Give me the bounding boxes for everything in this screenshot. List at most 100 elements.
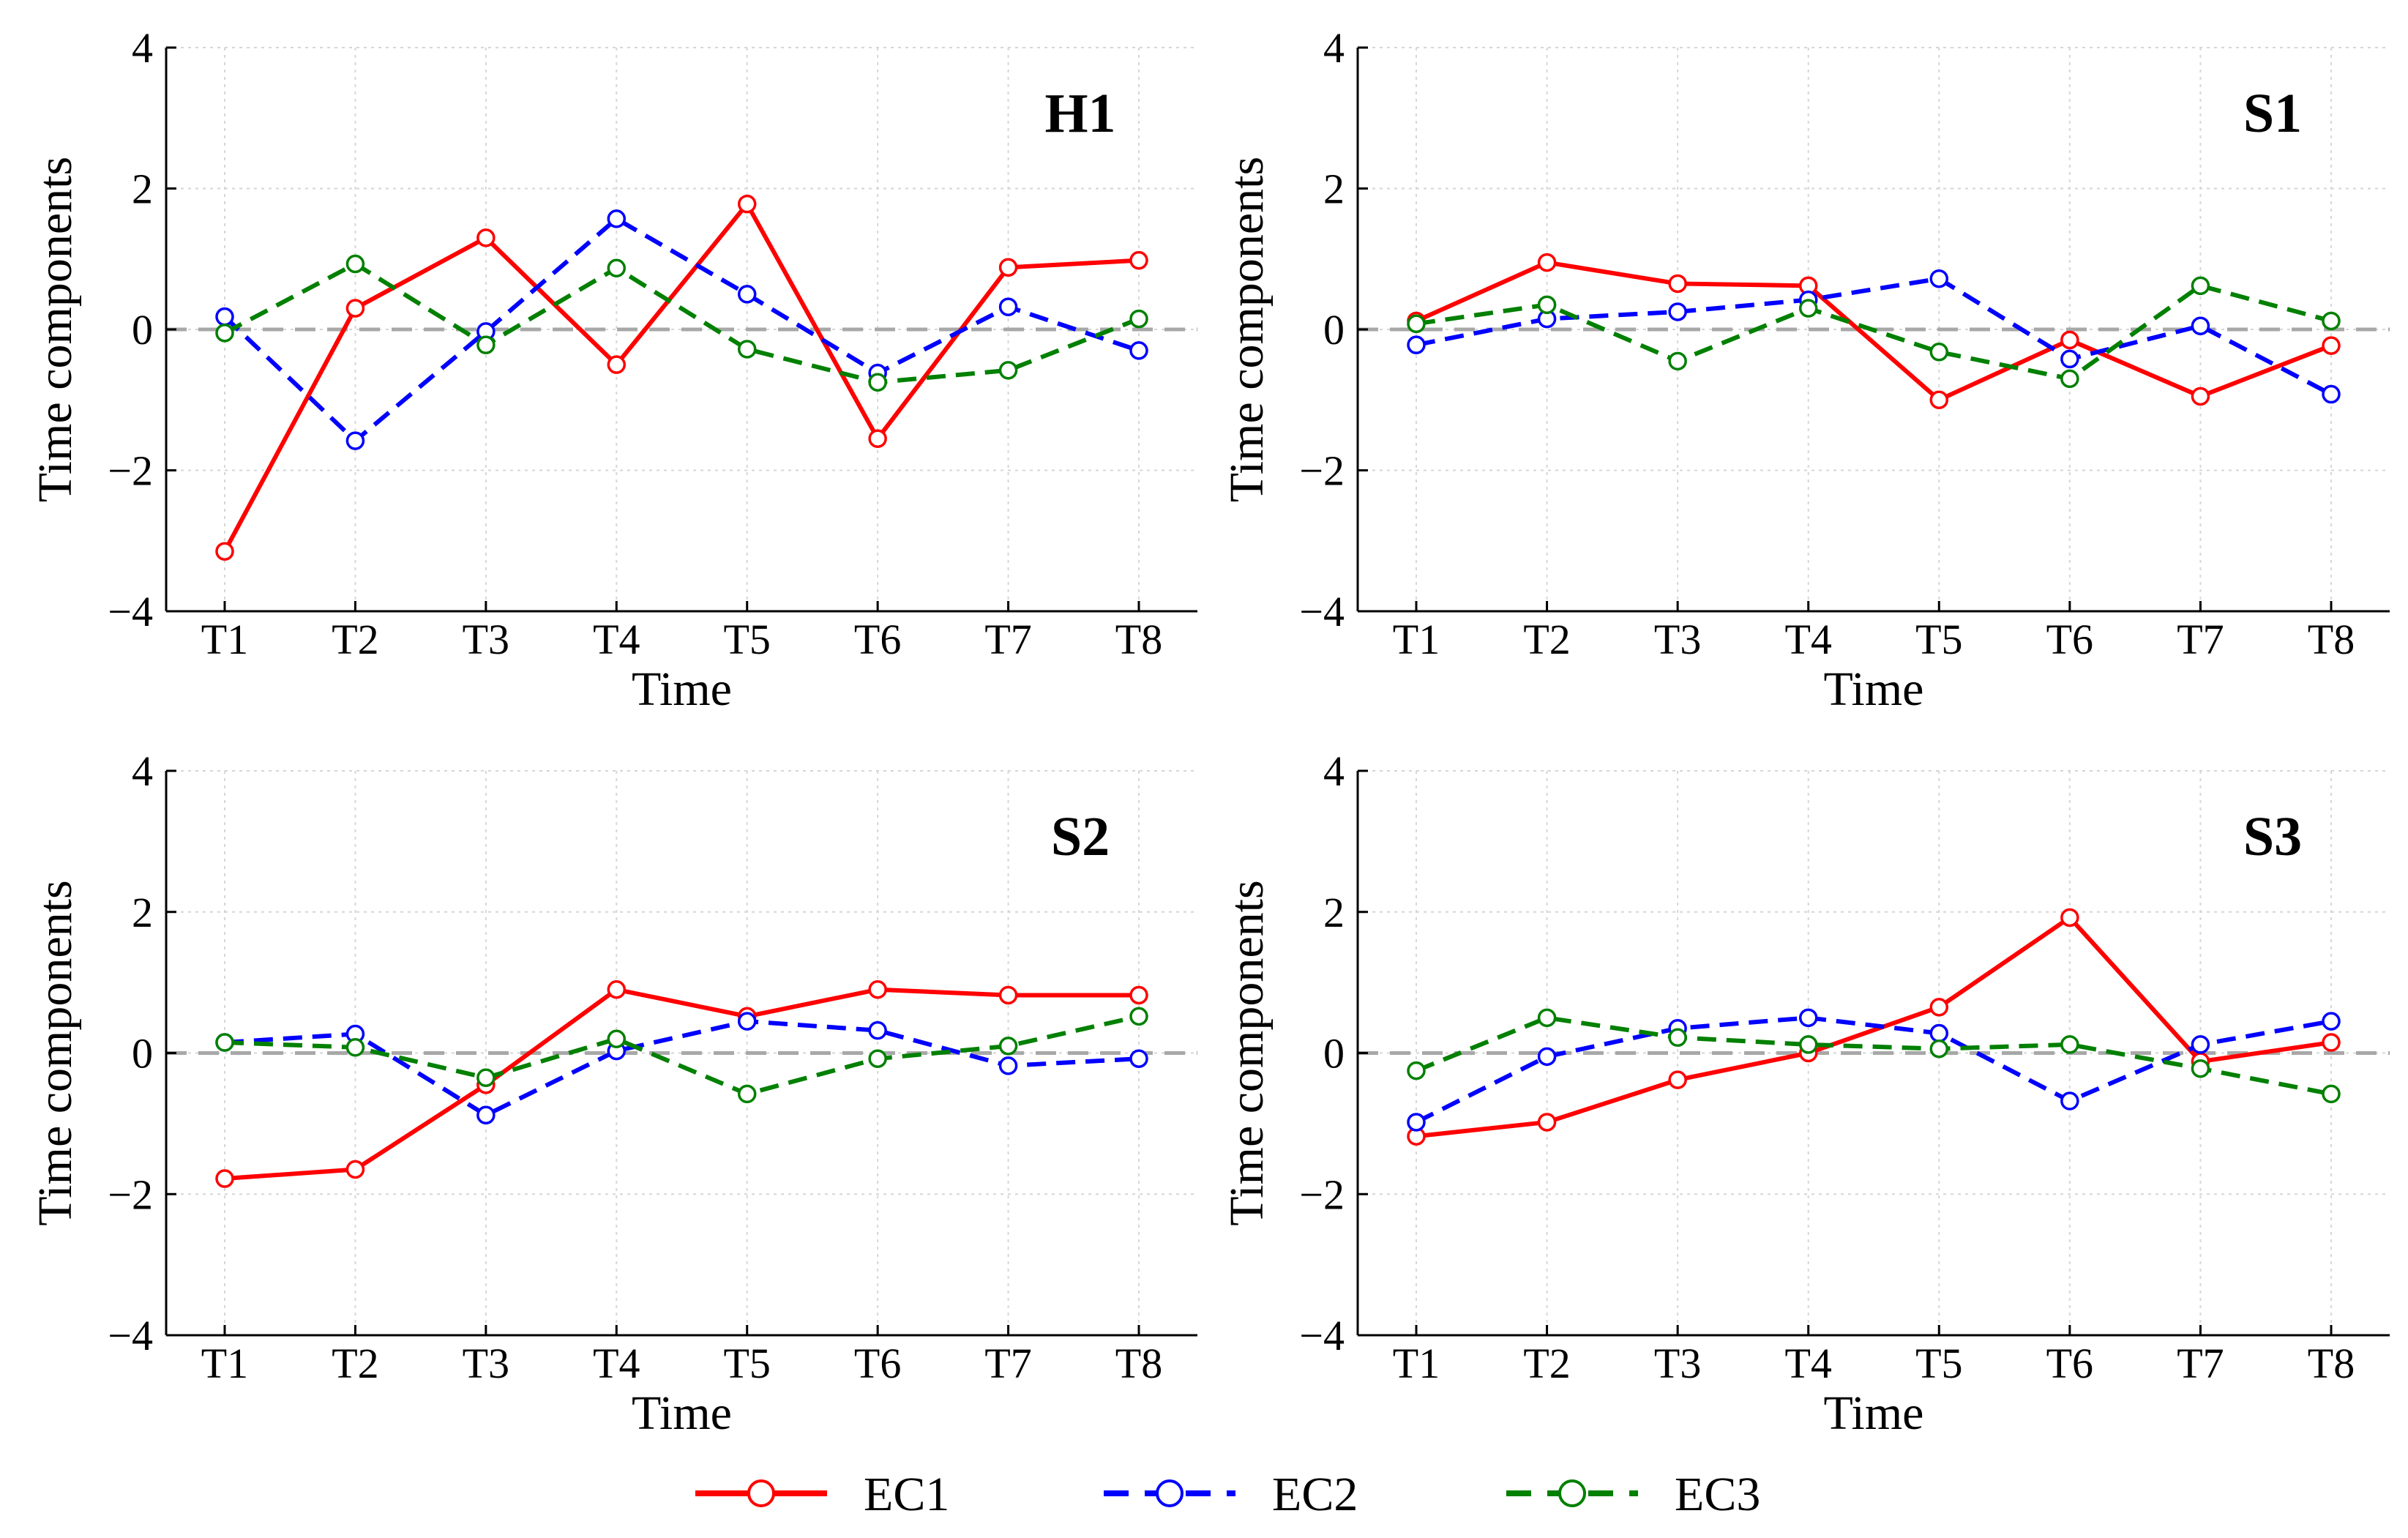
x-tick-label: T8 — [2308, 616, 2355, 663]
data-point-ec2 — [1129, 1049, 1148, 1068]
y-tick-label: 4 — [1323, 24, 1345, 72]
panel-title: S2 — [1051, 806, 1110, 867]
y-tick-label: 2 — [132, 889, 153, 936]
data-point-ec2 — [2060, 349, 2079, 369]
data-point-ec2 — [1668, 302, 1687, 321]
series-line-ec3 — [1415, 1015, 2332, 1097]
data-point-ec1 — [998, 985, 1018, 1005]
data-point-ec1 — [2060, 908, 2079, 927]
series-ec3 — [215, 1007, 1148, 1104]
x-tick-label: T8 — [1115, 1340, 1162, 1387]
y-tick-label: −2 — [108, 1171, 153, 1218]
data-point-ec1 — [1537, 253, 1557, 272]
series-ec3 — [215, 254, 1148, 392]
data-point-ec3 — [868, 373, 887, 392]
data-point-ec3 — [476, 1068, 496, 1087]
x-tick-label: T4 — [593, 616, 640, 663]
data-point-ec1 — [737, 194, 757, 214]
y-axis-title: Time components — [29, 157, 82, 502]
data-point-ec2 — [2191, 1035, 2210, 1054]
chart-panel-s1: −4 −2 0 2 4 T1 T2 T3 T4 T5 T6 T7 T8 Time Time componen… — [1220, 24, 2390, 716]
series-ec1 — [215, 194, 1148, 561]
x-tick-label: T7 — [984, 616, 1031, 663]
y-tick-label: 0 — [132, 1030, 153, 1078]
y-tick-label: −4 — [108, 588, 153, 635]
series-line-ec1 — [1416, 915, 2332, 1139]
data-point-ec1 — [345, 1160, 365, 1179]
chart-panel-h1: −4 −2 0 2 4 T1 T2 T3 T4 T5 T6 T7 T8 Time Time componen… — [29, 24, 1197, 716]
data-point-ec3 — [1129, 1007, 1148, 1026]
series-line-ec2 — [1416, 276, 2333, 397]
data-point-ec1 — [998, 258, 1018, 277]
data-point-ec3 — [1668, 351, 1687, 371]
y-tick-label: 2 — [1323, 165, 1345, 213]
series-ec2 — [1407, 1008, 2341, 1132]
x-tick-label: T1 — [1393, 1340, 1440, 1387]
data-point-ec2 — [2060, 1091, 2079, 1110]
series-ec3 — [1407, 1008, 2341, 1104]
x-tick-label: T1 — [201, 1340, 248, 1387]
data-point-ec3 — [215, 324, 234, 343]
data-point-ec2 — [215, 307, 234, 326]
series-line-ec3 — [1416, 283, 2332, 381]
data-point-ec3 — [2322, 311, 2341, 331]
data-point-ec2 — [607, 209, 627, 228]
data-point-ec2 — [1798, 1008, 1818, 1028]
series-ec2 — [215, 209, 1148, 450]
series-line-ec2 — [224, 1019, 1140, 1118]
data-point-ec2 — [737, 285, 757, 304]
x-tick-label: T2 — [1523, 616, 1570, 663]
data-point-ec1 — [1668, 274, 1687, 294]
y-axis-title: Time components — [1220, 157, 1274, 502]
x-axis-title: Time — [1824, 1386, 1924, 1440]
series-ec3 — [1407, 276, 2341, 389]
x-tick-label: T4 — [1784, 1340, 1831, 1387]
series-ec1 — [1407, 908, 2341, 1146]
data-point-ec2 — [998, 1056, 1018, 1075]
legend-marker-ec1 — [747, 1479, 775, 1507]
data-point-ec3 — [1537, 295, 1557, 315]
x-tick-label: T6 — [2046, 1340, 2093, 1387]
y-tick-label: 0 — [1323, 1030, 1345, 1078]
x-tick-label: T1 — [1393, 616, 1440, 663]
chart-panel-s3: −4 −2 0 2 4 T1 T2 T3 T4 T5 T6 T7 T8 Time Time componen… — [1220, 747, 2390, 1440]
legend: EC1 EC2 EC3 — [695, 1468, 1760, 1521]
data-point-ec2 — [2322, 384, 2341, 404]
data-point-ec3 — [998, 1037, 1018, 1056]
x-tick-label: T8 — [2308, 1340, 2355, 1387]
series-line-ec1 — [1415, 260, 2333, 403]
x-tick-label: T4 — [1784, 616, 1831, 663]
x-tick-label: T5 — [1915, 1340, 1962, 1387]
data-point-ec3 — [737, 1084, 757, 1104]
data-point-ec1 — [1929, 390, 1949, 409]
data-point-ec3 — [737, 340, 757, 359]
x-axis-title: Time — [632, 1386, 732, 1440]
series-line-ec2 — [1415, 1015, 2332, 1124]
y-tick-label: 2 — [1323, 889, 1345, 936]
x-tick-label: T3 — [1654, 1340, 1701, 1387]
panel-title: H1 — [1044, 83, 1115, 144]
data-point-ec1 — [607, 355, 627, 374]
data-point-ec1 — [2322, 1033, 2341, 1052]
data-point-ec1 — [607, 980, 627, 999]
data-point-ec3 — [868, 1049, 887, 1068]
x-tick-label: T7 — [2177, 1340, 2224, 1387]
legend-marker-ec2 — [1156, 1479, 1184, 1507]
series-ec1 — [215, 980, 1148, 1188]
x-tick-label: T7 — [2177, 616, 2224, 663]
data-point-ec2 — [1407, 1113, 1426, 1132]
x-tick-label: T6 — [2046, 616, 2093, 663]
x-tick-label: T5 — [1915, 616, 1962, 663]
legend-marker-ec3 — [1558, 1479, 1586, 1507]
data-point-ec2 — [345, 431, 365, 450]
x-tick-label: T3 — [463, 616, 509, 663]
legend-label-ec1: EC1 — [864, 1468, 949, 1521]
chart-panel-s2: −4 −2 0 2 4 T1 T2 T3 T4 T5 T6 T7 T8 Time Time componen… — [29, 747, 1197, 1440]
data-point-ec1 — [1537, 1113, 1557, 1132]
data-point-ec2 — [2191, 316, 2210, 335]
panel-title: S1 — [2243, 83, 2302, 144]
data-point-ec3 — [345, 1038, 365, 1057]
data-point-ec2 — [1407, 335, 1426, 354]
data-point-ec2 — [1929, 1023, 1949, 1043]
data-point-ec1 — [1668, 1070, 1687, 1089]
